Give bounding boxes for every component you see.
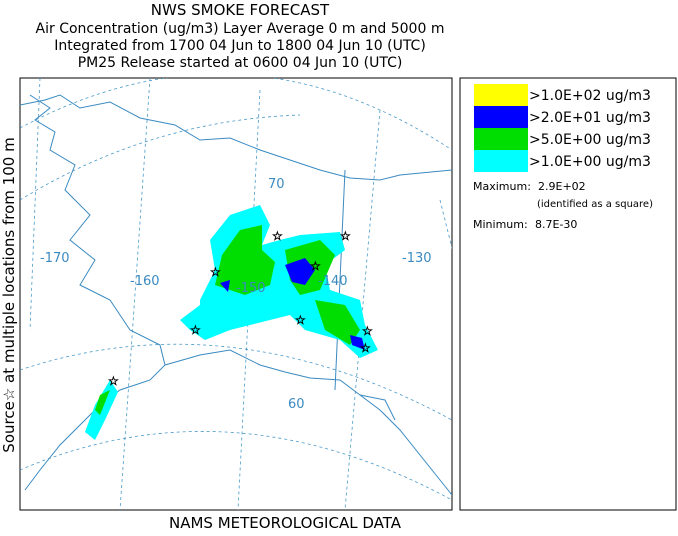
coastline: [20, 94, 452, 181]
maximum-note: (identified as a square): [537, 199, 653, 210]
legend-label: >1.0E+00 ug/m3: [529, 154, 651, 170]
maximum-value: 2.9E+02: [538, 180, 586, 193]
map-label: -140: [318, 274, 348, 289]
map-label: 60: [288, 397, 305, 412]
subtitle: PM25 Release started at 0600 04 Jun 10 (…: [78, 55, 403, 71]
footer: NAMS METEOROLOGICAL DATA: [169, 514, 402, 532]
map-label: 70: [268, 177, 285, 192]
source-star: ☆: [340, 229, 351, 243]
map-label: -170: [40, 251, 70, 266]
map-label: -160: [130, 274, 160, 289]
map: 70 -170 -160 -150 -140 -130 60 ☆ ☆ ☆ ☆ ☆…: [19, 77, 453, 511]
legend-label: >5.0E+00 ug/m3: [529, 132, 651, 148]
legend-swatch: [474, 128, 528, 150]
source-star: ☆: [362, 324, 373, 338]
legend-label: >2.0E+01 ug/m3: [529, 110, 651, 126]
source-markers: ☆ ☆ ☆ ☆ ☆ ☆ ☆ ☆ ☆: [108, 229, 373, 389]
minimum-value: 8.7E-30: [535, 218, 577, 231]
source-star: ☆: [295, 313, 306, 327]
source-star: ☆: [190, 323, 201, 337]
legend: >1.0E+02 ug/m3 >2.0E+01 ug/m3 >5.0E+00 ug/…: [474, 84, 651, 172]
legend-swatch: [474, 106, 528, 128]
subtitle: Air Concentration (ug/m3) Layer Average …: [36, 21, 445, 37]
map-label: -150: [236, 281, 266, 296]
title: NWS SMOKE FORECAST: [151, 1, 330, 19]
smoke-high: [220, 258, 365, 350]
legend-label: >1.0E+02 ug/m3: [529, 88, 651, 104]
side-label: Source☆ at multiple locations from 100 m: [0, 137, 18, 452]
source-star: ☆: [108, 374, 119, 388]
source-star: ☆: [310, 259, 321, 273]
source-star: ☆: [360, 341, 371, 355]
legend-swatch: [474, 150, 528, 172]
coastline: [24, 94, 166, 491]
map-label: -130: [402, 251, 432, 266]
maximum-label: Maximum:: [473, 180, 531, 193]
source-star: ☆: [210, 265, 221, 279]
subtitle: Integrated from 1700 04 Jun to 1800 04 J…: [54, 38, 426, 54]
coastline: [164, 349, 452, 496]
border: [334, 169, 396, 421]
legend-swatch: [474, 84, 528, 106]
minimum-label: Minimum:: [473, 218, 528, 231]
source-star: ☆: [272, 229, 283, 243]
